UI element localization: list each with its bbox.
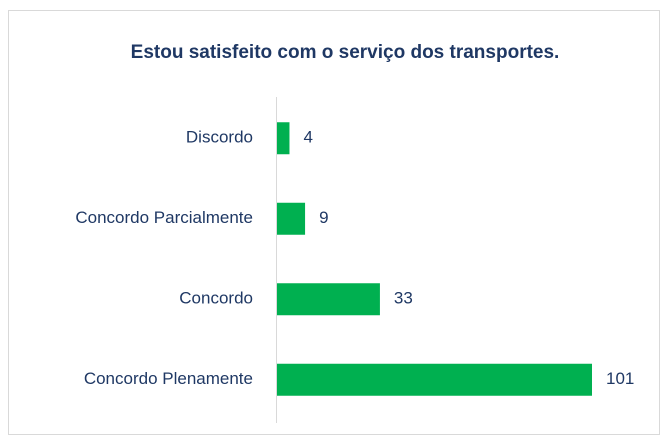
bar [277,363,592,396]
y-tick-label: Concordo Plenamente [84,369,253,388]
data-label: 9 [319,208,328,227]
bar [277,122,290,155]
data-label: 4 [303,128,312,147]
y-tick-label: Discordo [186,128,253,147]
y-tick-label: Concordo [179,289,253,308]
data-label: 33 [394,289,413,308]
y-tick-label: Concordo Parcialmente [75,208,253,227]
bar [277,202,306,235]
bar [277,283,380,316]
chart-title: Estou satisfeito com o serviço dos trans… [131,42,560,63]
data-label: 101 [606,369,634,388]
